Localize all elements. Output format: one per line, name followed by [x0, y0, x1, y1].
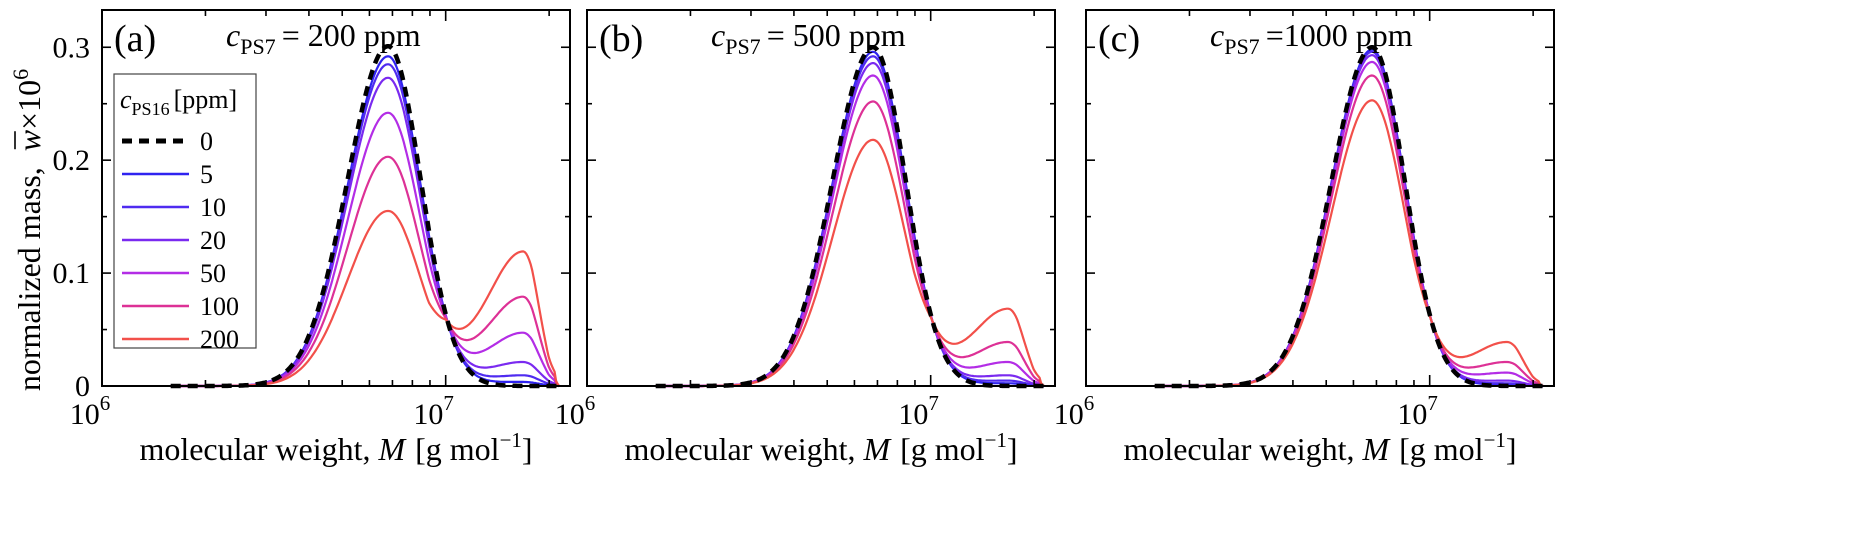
legend-label-5: 5 [200, 160, 213, 189]
y-tick-label: 0.1 [53, 257, 91, 290]
legend-label-50: 50 [200, 259, 226, 288]
panel-title: cPS7 =1000 ppm [1210, 17, 1413, 59]
plot-frame [101, 9, 571, 387]
y-tick-label: 0 [75, 370, 90, 403]
y-tick-label: 0.3 [53, 31, 91, 64]
x-axis-title: molecular weight, M [g mol−1] [624, 428, 1017, 467]
legend-label-100: 100 [200, 292, 239, 321]
panel-label: (b) [599, 18, 643, 60]
x-tick-label: 107 [898, 391, 939, 431]
series-line-50 [655, 74, 1045, 388]
legend-label-20: 20 [200, 226, 226, 255]
legend-label-200: 200 [200, 325, 239, 354]
legend-box [113, 73, 257, 349]
legend-title: cPS16 [ppm] [120, 85, 237, 119]
series-line-100 [655, 100, 1045, 388]
x-axis-title: molecular weight, M [g mol−1] [1123, 428, 1516, 467]
x-tick-label: 106 [555, 391, 596, 431]
series-line-50 [1154, 60, 1544, 388]
y-tick-label: 0.2 [53, 144, 91, 177]
x-tick-label: 106 [1054, 391, 1095, 431]
series-line-200 [1154, 99, 1544, 388]
series-line-20 [655, 61, 1045, 388]
plot-frame [1085, 9, 1555, 387]
panel-label: (c) [1098, 18, 1140, 60]
legend-label-10: 10 [200, 193, 226, 222]
panel-label: (a) [114, 18, 156, 60]
y-axis-symbol: w [11, 129, 47, 151]
legend: cPS16 [ppm] 0 5 10 20 50 100 200 [113, 73, 257, 354]
x-axis-title: molecular weight, M [g mol−1] [139, 428, 532, 467]
x-tick-label: 106 [70, 391, 111, 431]
panel-title: cPS7 = 200 ppm [226, 17, 421, 59]
x-tick-label: 107 [1397, 391, 1438, 431]
plot-frame [586, 9, 1056, 387]
x-tick-label: 107 [413, 391, 454, 431]
panel-title: cPS7 = 500 ppm [711, 17, 906, 59]
series-line-100 [1154, 74, 1544, 388]
legend-label-0: 0 [200, 127, 213, 156]
y-axis-title: normalized mass, w×106 [8, 69, 47, 391]
